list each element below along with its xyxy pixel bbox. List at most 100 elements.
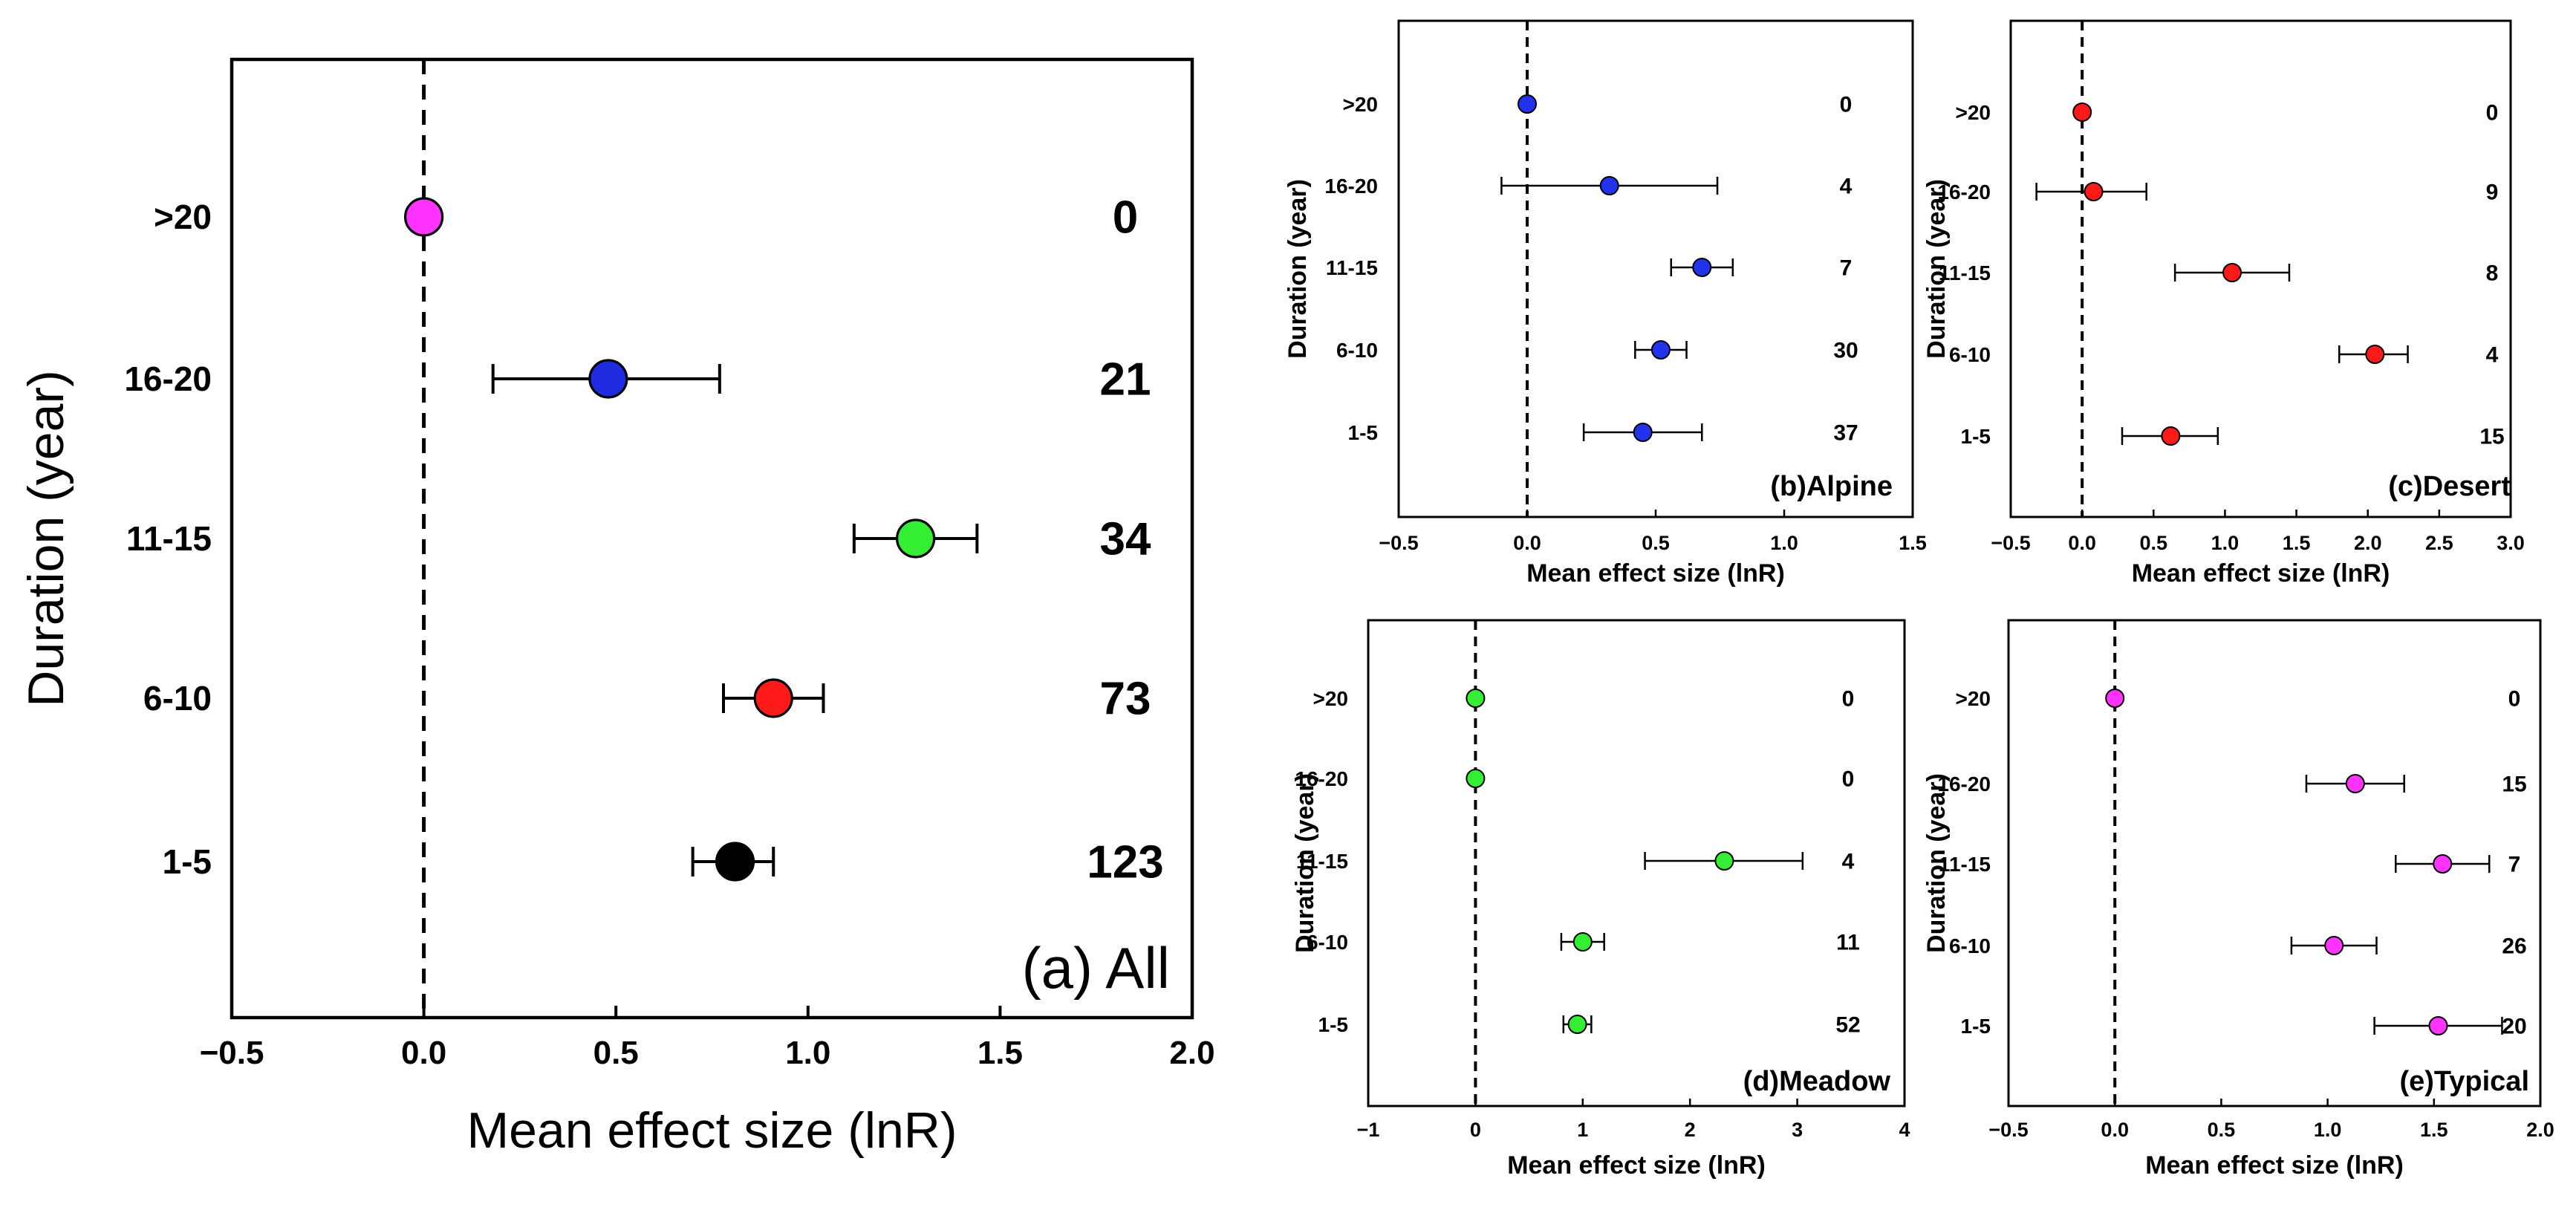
x-tick-label: 1.0 — [2314, 1119, 2342, 1141]
y-category-label: 16-20 — [1324, 175, 1378, 198]
sample-size-label: 4 — [2486, 343, 2499, 368]
y-category-label: 11-15 — [1939, 853, 1991, 876]
y-category-label: 1-5 — [1961, 425, 1991, 448]
x-axis-label: Mean effect size (lnR) — [1526, 559, 1785, 588]
x-tick-label: 4 — [1899, 1119, 1910, 1141]
sample-size-label: 0 — [2508, 687, 2521, 712]
x-tick-label: 2.5 — [2425, 532, 2453, 554]
data-point — [1466, 769, 1486, 788]
x-tick-label: 0.0 — [401, 1035, 446, 1071]
chart-panel-5: −0.5 0.0 0.5 1.0 1.5 2.0 >20 0 16-20 15 11-15 7 6-10… — [1922, 619, 2554, 1180]
y-axis-label: Duration (year) — [1291, 773, 1319, 953]
data-point — [1650, 340, 1671, 360]
data-point — [1692, 258, 1712, 277]
y-axis-label: Duration (year) — [18, 370, 74, 707]
y-category-label: 16-20 — [1937, 180, 1991, 204]
y-axis-label: Duration (year) — [1922, 773, 1951, 953]
sample-size-label: 4 — [1842, 850, 1855, 874]
x-tick-label: 0.0 — [2101, 1119, 2129, 1141]
panel-label: (b)Alpine — [1770, 471, 1893, 502]
sample-size-label: 123 — [1087, 837, 1163, 888]
y-category-label: 1-5 — [163, 842, 212, 881]
sample-size-label: 20 — [2502, 1015, 2526, 1039]
sample-size-label: 7 — [1840, 256, 1853, 281]
data-point — [2072, 103, 2092, 122]
chart-panel-4: −1 0 1 2 3 4 >20 0 16-20 0 11-15 4 6-10 11 1-5 52 Mean e… — [1291, 619, 1910, 1180]
sample-size-label: 0 — [1842, 687, 1855, 712]
x-tick-label: 1.0 — [785, 1035, 830, 1071]
x-tick-label: 3.0 — [2497, 532, 2525, 554]
x-axis-label: Mean effect size (lnR) — [2145, 1151, 2404, 1180]
data-point — [1599, 176, 1619, 195]
data-point — [403, 197, 444, 237]
sample-size-label: 15 — [2479, 425, 2504, 449]
sample-size-label: 9 — [2486, 180, 2499, 205]
x-tick-label: 0.5 — [2208, 1119, 2236, 1141]
chart-panel-2: −0.5 0.0 0.5 1.0 1.5 >20 0 16-20 4 11-15 7 6-10 30 1-… — [1284, 19, 1927, 588]
chart-panel-3: −0.5 0.0 0.5 1.0 1.5 2.0 2.5 3.0 >20 0 16-20 9 11-15… — [1922, 19, 2525, 588]
y-category-label: 16-20 — [124, 360, 212, 398]
x-axis-label: Mean effect size (lnR) — [466, 1102, 957, 1159]
data-point — [2433, 854, 2453, 874]
y-category-label: 1-5 — [1961, 1015, 1991, 1038]
y-category-label: 6-10 — [1307, 931, 1348, 954]
x-axis-label: Mean effect size (lnR) — [2132, 559, 2390, 588]
data-point — [2428, 1016, 2448, 1035]
data-point — [2345, 774, 2365, 793]
y-category-label: >20 — [1313, 687, 1349, 710]
sample-size-label: 34 — [1100, 514, 1151, 565]
y-category-label: >20 — [1956, 687, 1991, 710]
sample-size-label: 73 — [1100, 674, 1151, 725]
chart-panel-1: −0.5 0.0 0.5 1.0 1.5 2.0 >20 0 16-20 21 11-15 34 6-1… — [18, 57, 1215, 1159]
sample-size-label: 52 — [1835, 1013, 1860, 1038]
y-category-label: 11-15 — [1296, 850, 1348, 873]
x-tick-label: 2 — [1685, 1119, 1696, 1141]
x-tick-label: 0.0 — [2068, 532, 2096, 554]
data-point — [1633, 423, 1653, 442]
sample-size-label: 0 — [1113, 192, 1138, 244]
data-point — [588, 359, 628, 399]
x-axis-label: Mean effect size (lnR) — [1507, 1151, 1766, 1180]
sample-size-label: 26 — [2502, 934, 2526, 959]
y-category-label: 16-20 — [1937, 772, 1991, 796]
y-category-label: 11-15 — [126, 519, 212, 558]
sample-size-label: 37 — [1833, 421, 1858, 446]
y-category-label: 6-10 — [143, 679, 212, 718]
y-axis-label: Duration (year) — [1284, 179, 1312, 359]
data-point — [2365, 345, 2385, 364]
x-tick-label: −1 — [1357, 1119, 1380, 1141]
sample-size-label: 8 — [2486, 261, 2499, 286]
y-category-label: >20 — [1343, 93, 1379, 116]
sample-size-label: 4 — [1840, 175, 1853, 199]
plot-frame — [1367, 619, 1906, 1107]
data-point — [896, 518, 936, 559]
data-point — [1714, 851, 1734, 871]
y-category-label: 1-5 — [1318, 1013, 1348, 1036]
sample-size-label: 0 — [1840, 93, 1853, 117]
sample-size-label: 0 — [2486, 101, 2499, 126]
y-category-label: 11-15 — [1939, 261, 1991, 284]
data-point — [2161, 426, 2181, 446]
x-tick-label: 0.5 — [2140, 532, 2168, 554]
panel-label: (d)Meadow — [1743, 1066, 1891, 1097]
y-category-label: 6-10 — [1949, 934, 1991, 957]
x-tick-label: 3 — [1792, 1119, 1803, 1141]
panel-label: (e)Typical — [2399, 1066, 2529, 1097]
panel-label: (a) All — [1022, 935, 1170, 1001]
sample-size-label: 0 — [1842, 767, 1855, 792]
x-tick-label: 0.5 — [1642, 532, 1670, 554]
x-tick-label: −0.5 — [1988, 1119, 2028, 1141]
x-tick-label: −0.5 — [1379, 532, 1418, 554]
data-point — [1567, 1015, 1587, 1034]
x-tick-label: 1.5 — [1899, 532, 1927, 554]
x-tick-label: −0.5 — [200, 1035, 264, 1071]
x-tick-label: −0.5 — [1991, 532, 2030, 554]
sample-size-label: 15 — [2502, 772, 2526, 797]
data-point — [753, 678, 793, 718]
data-point — [715, 842, 755, 882]
data-point — [2222, 263, 2242, 282]
y-category-label: 11-15 — [1326, 256, 1378, 279]
x-tick-label: 1.5 — [978, 1035, 1023, 1071]
y-category-label: 16-20 — [1295, 767, 1348, 790]
data-point — [1466, 689, 1486, 708]
